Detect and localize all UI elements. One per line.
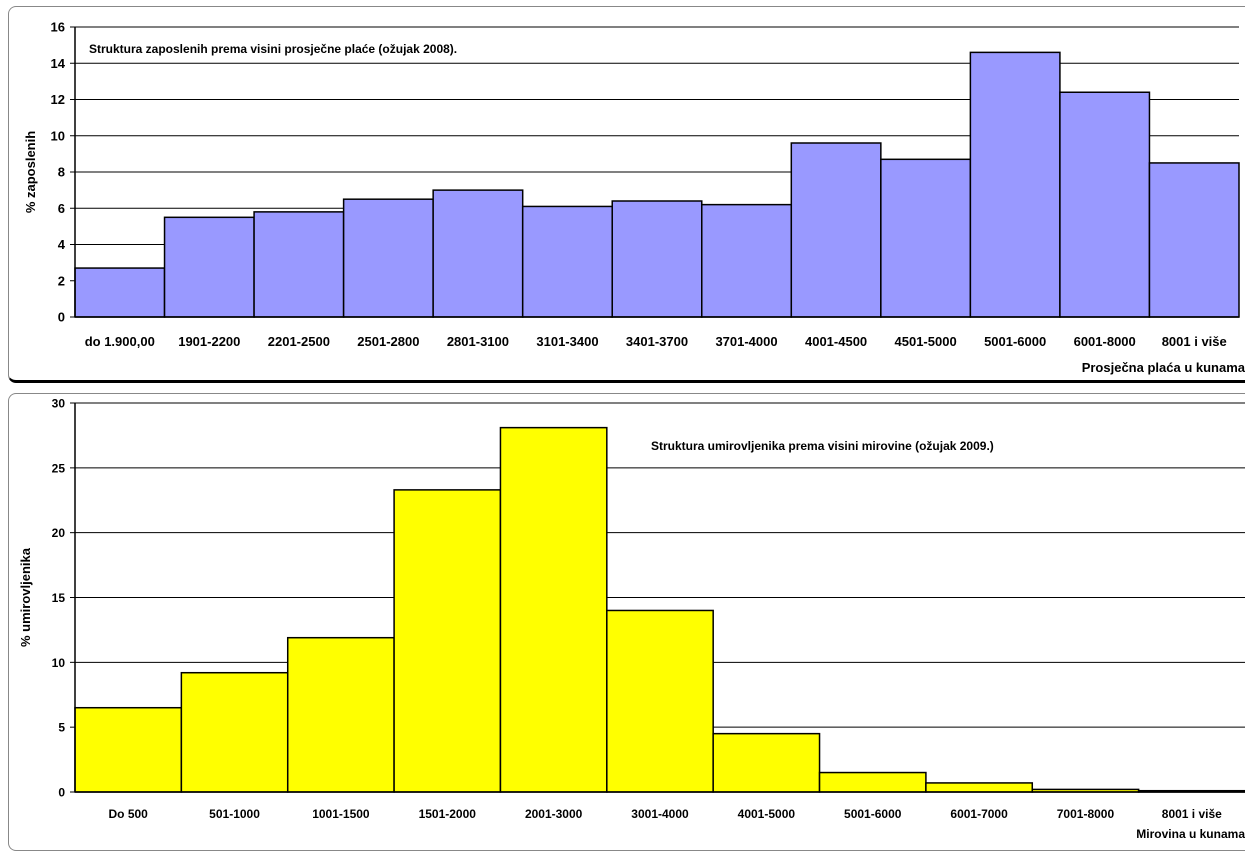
x-tick-label: 6001-8000	[1074, 334, 1136, 349]
x-tick-label: 6001-7000	[950, 807, 1008, 821]
x-tick-label: 1901-2200	[178, 334, 240, 349]
bar-11	[969, 51, 1061, 318]
bar-7	[712, 732, 821, 793]
y-tick-label: 14	[51, 56, 66, 71]
chart-title: Struktura zaposlenih prema visini prosje…	[89, 42, 457, 56]
bar-6	[606, 609, 714, 793]
y-tick-label: 25	[52, 461, 66, 475]
bar-1	[74, 267, 166, 318]
y-tick-label: 16	[51, 20, 65, 35]
x-tick-label: 2801-3100	[447, 334, 509, 349]
y-tick-label: 30	[52, 397, 66, 411]
x-tick-label: 5001-6000	[984, 334, 1046, 349]
bar-9	[925, 782, 1034, 793]
x-tick-label: 4001-5000	[738, 807, 796, 821]
x-axis-title: Prosječna plaća u kunama	[1082, 360, 1245, 375]
bar-4	[342, 198, 434, 318]
bar-12	[1059, 91, 1151, 318]
y-tick-label: 0	[58, 310, 65, 325]
bar-8	[818, 771, 927, 793]
bar-9	[790, 142, 882, 318]
bar-6	[521, 205, 613, 318]
x-tick-label: 4001-4500	[805, 334, 867, 349]
bar-10	[880, 158, 972, 318]
bar-3	[286, 636, 395, 793]
bar-5	[432, 189, 524, 318]
bars	[74, 426, 1245, 793]
bar-2	[163, 216, 255, 318]
y-tick-label: 8	[58, 165, 65, 180]
y-tick-label: 15	[52, 591, 66, 605]
y-tick-label: 10	[51, 128, 65, 143]
x-tick-label: 3101-3400	[536, 334, 598, 349]
bars	[74, 51, 1240, 318]
bar-7	[611, 200, 703, 318]
y-tick-label: 6	[58, 201, 65, 216]
x-tick-label: 8001 i više	[1162, 334, 1227, 349]
x-tick-label: 5001-6000	[844, 807, 902, 821]
y-axis-title: % zaposlenih	[23, 131, 38, 213]
bar-13	[1148, 162, 1240, 318]
x-tick-label: 1501-2000	[419, 807, 477, 821]
gridlines	[75, 402, 1245, 728]
chart-title: Struktura umirovljenika prema visini mir…	[651, 439, 994, 453]
x-tick-label: 1001-1500	[312, 807, 370, 821]
bar-1	[74, 706, 183, 793]
bar-2	[180, 671, 289, 793]
y-tick-label: 0	[58, 786, 65, 800]
x-tick-label: Do 500	[109, 807, 149, 821]
x-tick-label: 3701-4000	[715, 334, 777, 349]
bar-8	[701, 203, 793, 318]
x-tick-label: 8001 i više	[1162, 807, 1222, 821]
bar-4	[393, 489, 502, 793]
salary-histogram: 0 2 4 6 8 10 12 14 16 do 1.900,00 1901-2200 2201-25…	[23, 20, 1245, 376]
x-tick-label: do 1.900,00	[85, 334, 155, 349]
pension-histogram: 0 5 10 15 20 25 30 Do 500 501-1000 1001-1500 1501-…	[18, 397, 1245, 841]
x-axis-title: Mirovina u kunama	[1136, 827, 1245, 841]
y-tick-label: 12	[51, 92, 65, 107]
chart-panel-pensions: 0 5 10 15 20 25 30 Do 500 501-1000 1001-1500 1501-…	[8, 393, 1245, 851]
y-tick-label: 5	[58, 721, 65, 735]
y-tick-label: 2	[58, 273, 65, 288]
x-tick-label: 2501-2800	[357, 334, 419, 349]
y-axis-title: % umirovljenika	[18, 547, 33, 647]
bar-3	[253, 211, 345, 318]
x-tick-label: 3001-4000	[631, 807, 689, 821]
y-tick-label: 10	[52, 656, 66, 670]
y-tick-label: 4	[58, 237, 66, 252]
x-tick-label: 7001-8000	[1057, 807, 1115, 821]
y-tick-label: 20	[52, 526, 66, 540]
bar-5	[499, 426, 608, 793]
x-tick-label: 2201-2500	[268, 334, 330, 349]
x-tick-label: 501-1000	[209, 807, 260, 821]
chart-panel-salaries: 0 2 4 6 8 10 12 14 16 do 1.900,00 1901-2200 2201-25…	[8, 6, 1245, 383]
x-tick-label: 2001-3000	[525, 807, 583, 821]
x-tick-label: 4501-5000	[895, 334, 957, 349]
x-tick-label: 3401-3700	[626, 334, 688, 349]
